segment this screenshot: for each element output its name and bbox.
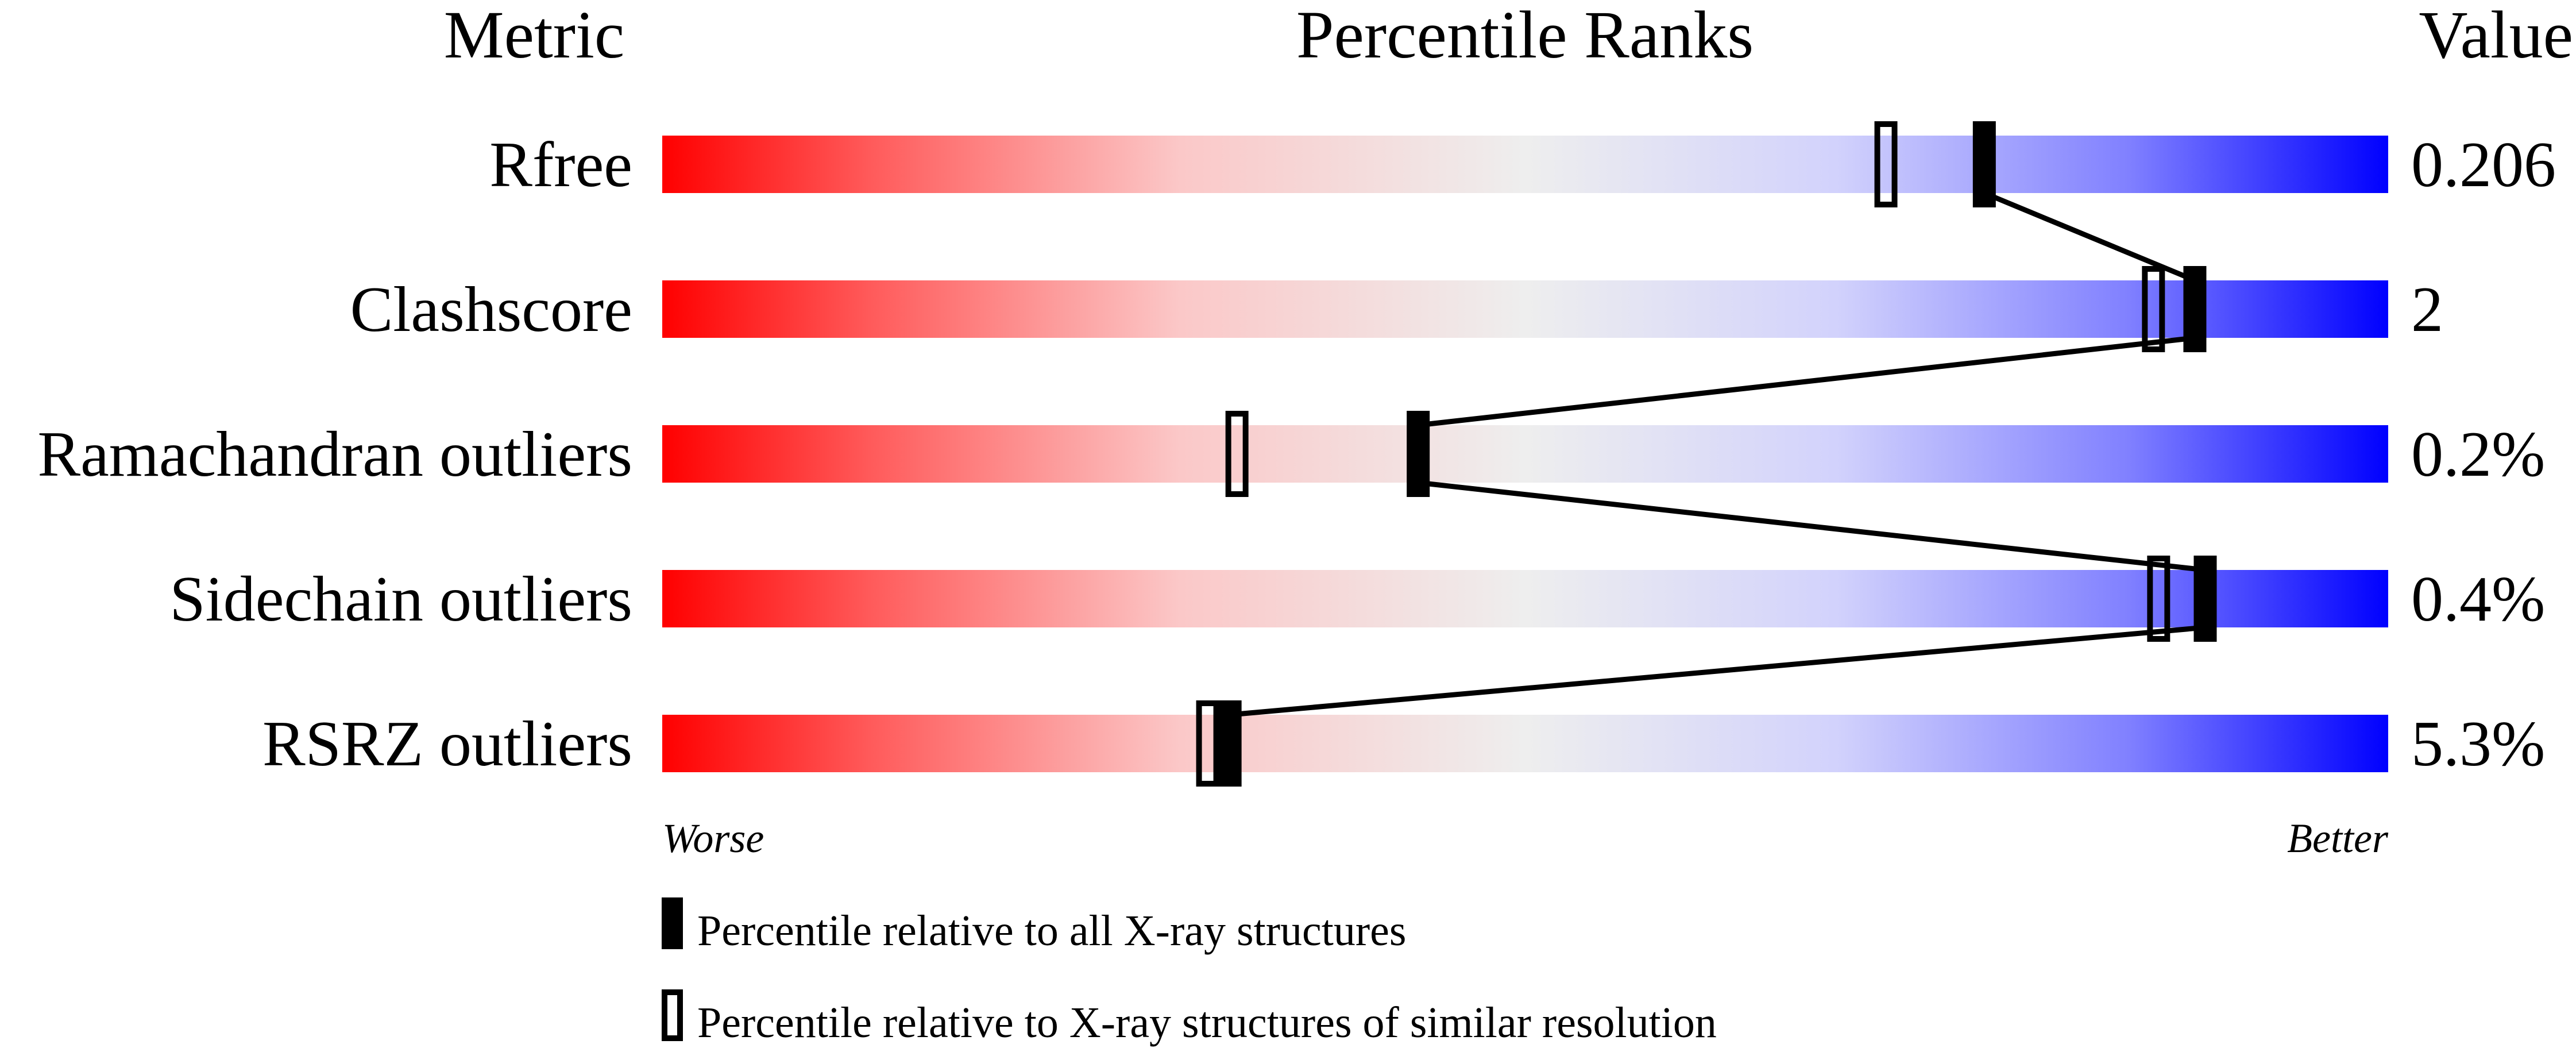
all-structures-marker bbox=[1218, 700, 1242, 787]
metric-label: Clashscore bbox=[350, 274, 632, 345]
percentile-bar bbox=[662, 715, 2388, 772]
metric-label: Ramachandran outliers bbox=[37, 419, 632, 490]
metric-label: Rfree bbox=[489, 129, 632, 201]
legend-similar-label: Percentile relative to X-ray structures … bbox=[697, 999, 1717, 1047]
metric-label: RSRZ outliers bbox=[262, 708, 632, 780]
all-structures-marker bbox=[2193, 556, 2217, 642]
legend-open-marker bbox=[662, 989, 683, 1041]
all-structures-marker bbox=[2183, 266, 2207, 352]
axis-better-label: Better bbox=[2287, 815, 2389, 861]
similar-resolution-marker bbox=[1196, 700, 1219, 787]
legend-all-label: Percentile relative to all X-ray structu… bbox=[697, 907, 1406, 955]
metric-value: 0.4% bbox=[2411, 564, 2545, 635]
connector-line bbox=[1230, 625, 2206, 718]
connector-line bbox=[1418, 335, 2195, 428]
similar-resolution-marker bbox=[1874, 121, 1898, 207]
legend-filled-marker bbox=[662, 897, 683, 949]
header-percentile-ranks: Percentile Ranks bbox=[1296, 0, 1754, 72]
similar-resolution-marker bbox=[2147, 556, 2171, 642]
percentile-bar bbox=[662, 425, 2388, 483]
all-structures-marker bbox=[1407, 411, 1430, 497]
connector-line bbox=[1418, 480, 2206, 573]
header-metric: Metric bbox=[444, 0, 625, 72]
similar-resolution-marker bbox=[2142, 266, 2165, 352]
connector-line bbox=[1983, 190, 2196, 283]
percentile-bar bbox=[662, 570, 2388, 627]
percentile-bar bbox=[662, 280, 2388, 338]
metric-value: 5.3% bbox=[2411, 708, 2545, 780]
percentile-bar bbox=[662, 136, 2388, 193]
similar-resolution-marker bbox=[1225, 411, 1249, 497]
metric-label: Sidechain outliers bbox=[169, 564, 632, 635]
all-structures-marker bbox=[1972, 121, 1996, 207]
axis-worse-label: Worse bbox=[662, 815, 764, 861]
header-value: Value bbox=[2419, 0, 2573, 72]
metric-value: 0.206 bbox=[2411, 129, 2556, 201]
metric-value: 0.2% bbox=[2411, 419, 2545, 490]
metric-value: 2 bbox=[2411, 274, 2443, 345]
